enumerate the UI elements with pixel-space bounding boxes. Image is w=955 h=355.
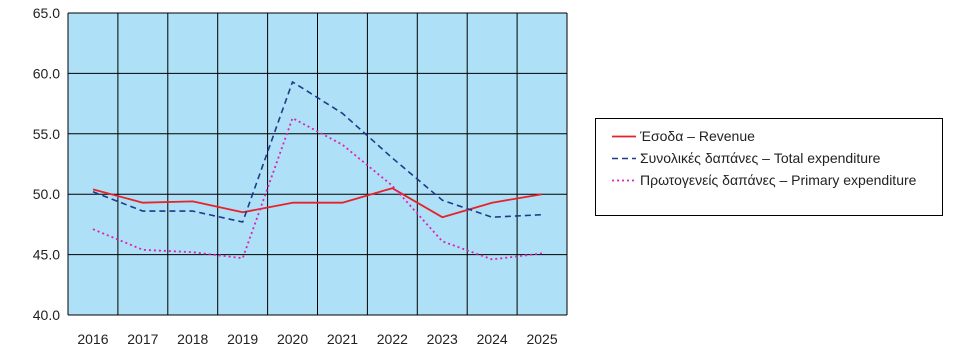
x-tick-label: 2023 bbox=[427, 331, 458, 347]
legend-label-primary-expenditure: Πρωτογενείς δαπάνες – Primary expenditur… bbox=[640, 172, 917, 188]
gridlines bbox=[67, 12, 568, 316]
y-tick-label: 50.0 bbox=[33, 186, 60, 202]
x-tick-label: 2024 bbox=[477, 331, 508, 347]
x-tick-label: 2016 bbox=[77, 331, 108, 347]
y-tick-label: 45.0 bbox=[33, 247, 60, 263]
y-tick-label: 55.0 bbox=[33, 126, 60, 142]
series-line-0 bbox=[92, 187, 543, 219]
legend-swatch-revenue bbox=[612, 135, 636, 138]
legend-item-total-expenditure: Συνολικές δαπάνες – Total expenditure bbox=[612, 151, 928, 166]
legend-swatch-primary-expenditure bbox=[612, 179, 636, 182]
x-tick-label: 2022 bbox=[377, 331, 408, 347]
y-tick-label: 65.0 bbox=[33, 5, 60, 21]
y-tick-label: 40.0 bbox=[33, 307, 60, 323]
legend: Έσοδα – Revenue Συνολικές δαπάνες – Tota… bbox=[595, 118, 943, 216]
x-tick-label: 2019 bbox=[227, 331, 258, 347]
x-tick-label: 2017 bbox=[127, 331, 158, 347]
series-line-1 bbox=[92, 81, 543, 223]
x-tick-label: 2020 bbox=[277, 331, 308, 347]
y-tick-label: 60.0 bbox=[33, 65, 60, 81]
axis-labels: 40.0 45.0 50.0 55.0 60.0 65.0 2016 2017 2018 2019… bbox=[33, 5, 558, 347]
x-tick-label: 2021 bbox=[327, 331, 358, 347]
series-line-2 bbox=[92, 117, 543, 261]
x-tick-label: 2018 bbox=[177, 331, 208, 347]
series-lines bbox=[92, 81, 543, 261]
legend-label-total-expenditure: Συνολικές δαπάνες – Total expenditure bbox=[640, 150, 881, 166]
legend-label-revenue: Έσοδα – Revenue bbox=[640, 128, 755, 144]
legend-swatch-total-expenditure bbox=[612, 157, 636, 160]
legend-item-revenue: Έσοδα – Revenue bbox=[612, 129, 928, 144]
x-tick-label: 2025 bbox=[526, 331, 557, 347]
legend-item-primary-expenditure: Πρωτογενείς δαπάνες – Primary expenditur… bbox=[612, 173, 928, 188]
